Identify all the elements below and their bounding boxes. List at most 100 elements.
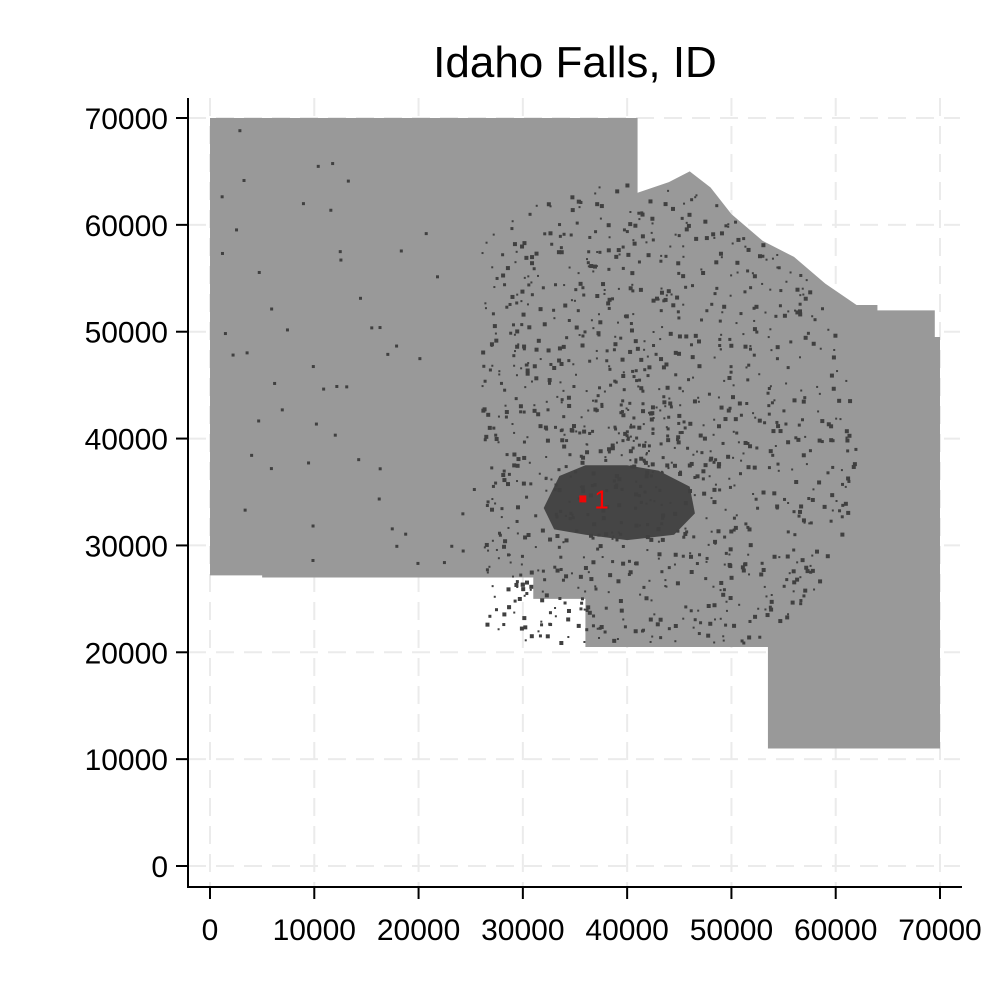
development-pixel <box>525 592 529 596</box>
development-pixel <box>763 421 767 425</box>
development-pixel <box>794 480 799 485</box>
development-pixel <box>628 570 633 575</box>
development-pixel <box>736 271 739 274</box>
development-pixel <box>598 320 603 325</box>
development-pixel <box>545 455 548 458</box>
development-pixel <box>767 387 771 391</box>
development-pixel <box>442 561 446 565</box>
development-pixel <box>488 614 492 618</box>
development-pixel <box>611 297 615 301</box>
development-pixel <box>661 326 664 329</box>
development-pixel <box>778 619 783 624</box>
development-pixel <box>795 577 800 582</box>
development-pixel <box>632 239 635 242</box>
development-pixel <box>522 455 527 460</box>
development-pixel <box>719 589 722 592</box>
development-pixel <box>708 475 711 478</box>
development-pixel <box>534 546 537 549</box>
development-pixel <box>560 401 563 404</box>
development-pixel <box>662 395 666 399</box>
development-pixel <box>522 241 527 246</box>
development-pixel <box>611 560 615 564</box>
development-pixel <box>548 622 552 626</box>
development-pixel <box>684 227 689 232</box>
development-pixel <box>613 484 618 489</box>
y-tick-label: 30000 <box>85 530 168 563</box>
development-pixel <box>652 416 655 419</box>
development-pixel <box>395 344 399 348</box>
development-pixel <box>635 436 639 440</box>
development-pixel <box>607 426 610 429</box>
development-pixel <box>752 274 757 279</box>
development-pixel <box>733 525 738 530</box>
development-pixel <box>526 532 531 537</box>
development-pixel <box>594 587 598 591</box>
development-pixel <box>810 497 815 502</box>
development-pixel <box>684 605 688 609</box>
development-pixel <box>667 566 671 570</box>
development-pixel <box>705 556 709 560</box>
development-pixel <box>746 442 750 446</box>
development-pixel <box>586 443 589 446</box>
development-pixel <box>658 617 663 622</box>
development-pixel <box>595 265 598 268</box>
development-pixel <box>515 329 520 334</box>
development-pixel <box>676 529 680 533</box>
development-pixel <box>702 436 707 441</box>
development-pixel <box>797 423 801 427</box>
development-pixel <box>833 348 836 351</box>
development-pixel <box>621 399 625 403</box>
development-pixel <box>689 570 694 575</box>
development-pixel <box>670 293 673 296</box>
development-pixel <box>681 274 686 279</box>
development-pixel <box>670 206 675 211</box>
development-pixel <box>329 208 333 212</box>
development-pixel <box>514 582 519 587</box>
development-pixel <box>548 537 553 542</box>
development-pixel <box>728 553 731 556</box>
development-pixel <box>753 614 758 619</box>
development-pixel <box>561 578 565 582</box>
development-pixel <box>513 611 516 614</box>
development-pixel <box>493 595 496 598</box>
development-pixel <box>567 318 571 322</box>
development-pixel <box>701 477 705 481</box>
development-pixel <box>770 401 774 405</box>
development-pixel <box>788 572 791 575</box>
development-pixel <box>809 521 813 525</box>
development-pixel <box>622 371 625 374</box>
development-pixel <box>691 284 695 288</box>
development-pixel <box>515 301 519 305</box>
development-pixel <box>524 363 528 367</box>
development-pixel <box>503 539 508 544</box>
development-pixel <box>529 482 533 486</box>
development-pixel <box>591 471 596 476</box>
development-pixel <box>515 374 518 377</box>
development-pixel <box>700 318 704 322</box>
development-pixel <box>702 424 705 427</box>
development-pixel <box>592 614 596 618</box>
development-pixel <box>803 588 808 593</box>
development-pixel <box>628 222 633 227</box>
development-pixel <box>643 348 646 351</box>
development-pixel <box>839 418 842 421</box>
development-pixel <box>776 266 779 269</box>
development-pixel <box>646 374 650 378</box>
development-pixel <box>732 430 735 433</box>
development-pixel <box>803 296 808 301</box>
development-pixel <box>569 428 574 433</box>
development-pixel <box>704 236 709 241</box>
development-pixel <box>506 482 511 487</box>
development-pixel <box>595 294 600 299</box>
development-pixel <box>547 378 552 383</box>
development-pixel <box>545 634 550 639</box>
development-pixel <box>778 429 783 434</box>
development-pixel <box>623 314 627 318</box>
development-pixel <box>756 506 760 510</box>
development-pixel <box>619 336 623 340</box>
development-pixel <box>660 254 663 257</box>
development-pixel <box>717 396 720 399</box>
development-pixel <box>829 519 833 523</box>
development-pixel <box>784 422 788 426</box>
development-pixel <box>529 634 534 639</box>
